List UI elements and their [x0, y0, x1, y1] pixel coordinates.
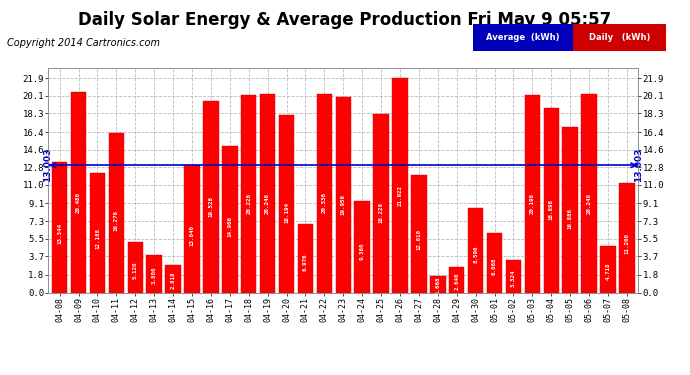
Bar	[222, 146, 237, 292]
Text: 5.120: 5.120	[132, 261, 138, 279]
Bar	[146, 255, 162, 292]
Text: 16.886: 16.886	[568, 208, 573, 229]
Text: 4.718: 4.718	[606, 263, 611, 280]
Bar	[373, 114, 389, 292]
Bar	[90, 173, 105, 292]
Bar	[71, 92, 86, 292]
Text: 8.596: 8.596	[473, 246, 478, 263]
Bar	[335, 97, 351, 292]
Bar	[562, 127, 578, 292]
Text: 18.898: 18.898	[549, 199, 554, 220]
Bar	[203, 102, 219, 292]
Text: 20.248: 20.248	[586, 193, 591, 214]
Text: 12.188: 12.188	[95, 228, 100, 249]
Text: 6.068: 6.068	[492, 257, 497, 274]
Bar	[468, 209, 484, 292]
Text: 18.228: 18.228	[379, 202, 384, 223]
Bar	[506, 260, 521, 292]
Bar	[317, 93, 332, 292]
Bar	[449, 267, 464, 292]
Text: 2.818: 2.818	[170, 272, 175, 289]
Text: 1.668: 1.668	[435, 276, 440, 294]
Bar	[128, 242, 143, 292]
Bar	[524, 95, 540, 292]
Bar	[486, 233, 502, 292]
Text: 3.324: 3.324	[511, 269, 516, 286]
Text: Daily Solar Energy & Average Production Fri May 9 05:57: Daily Solar Energy & Average Production …	[79, 11, 611, 29]
Bar	[582, 94, 597, 292]
Text: 9.360: 9.360	[359, 243, 365, 260]
Bar	[166, 265, 181, 292]
Text: 21.922: 21.922	[397, 186, 402, 207]
Text: Copyright 2014 Cartronics.com: Copyright 2014 Cartronics.com	[7, 38, 160, 48]
Text: 13.040: 13.040	[190, 225, 195, 246]
Text: 12.010: 12.010	[416, 229, 422, 250]
Text: Average  (kWh): Average (kWh)	[486, 33, 560, 42]
Bar	[430, 276, 446, 292]
Text: 19.956: 19.956	[341, 194, 346, 215]
Bar	[600, 246, 615, 292]
Text: 14.966: 14.966	[227, 216, 233, 237]
Text: 20.198: 20.198	[530, 193, 535, 214]
Bar	[184, 165, 200, 292]
Text: 16.276: 16.276	[114, 210, 119, 231]
Bar	[411, 175, 426, 292]
Bar	[544, 108, 559, 292]
Bar	[108, 133, 124, 292]
Bar	[260, 94, 275, 292]
Text: 3.806: 3.806	[152, 267, 157, 285]
Text: 6.976: 6.976	[303, 253, 308, 270]
Text: 13.344: 13.344	[57, 223, 62, 244]
Text: 11.200: 11.200	[624, 233, 629, 254]
Bar	[241, 94, 257, 292]
Bar	[355, 201, 370, 292]
Bar	[297, 224, 313, 292]
Text: 2.640: 2.640	[454, 272, 460, 290]
Text: 13.003: 13.003	[43, 148, 52, 183]
Text: 20.480: 20.480	[76, 192, 81, 213]
Text: 13.003: 13.003	[634, 148, 643, 183]
Bar	[279, 114, 295, 292]
Bar	[52, 162, 68, 292]
Text: 20.226: 20.226	[246, 193, 251, 214]
Text: Daily   (kWh): Daily (kWh)	[589, 33, 650, 42]
Bar	[619, 183, 635, 292]
Text: 18.194: 18.194	[284, 202, 289, 223]
Text: 19.528: 19.528	[208, 196, 213, 217]
Text: 20.336: 20.336	[322, 192, 327, 213]
Bar	[392, 78, 408, 292]
Text: 20.246: 20.246	[265, 193, 270, 214]
